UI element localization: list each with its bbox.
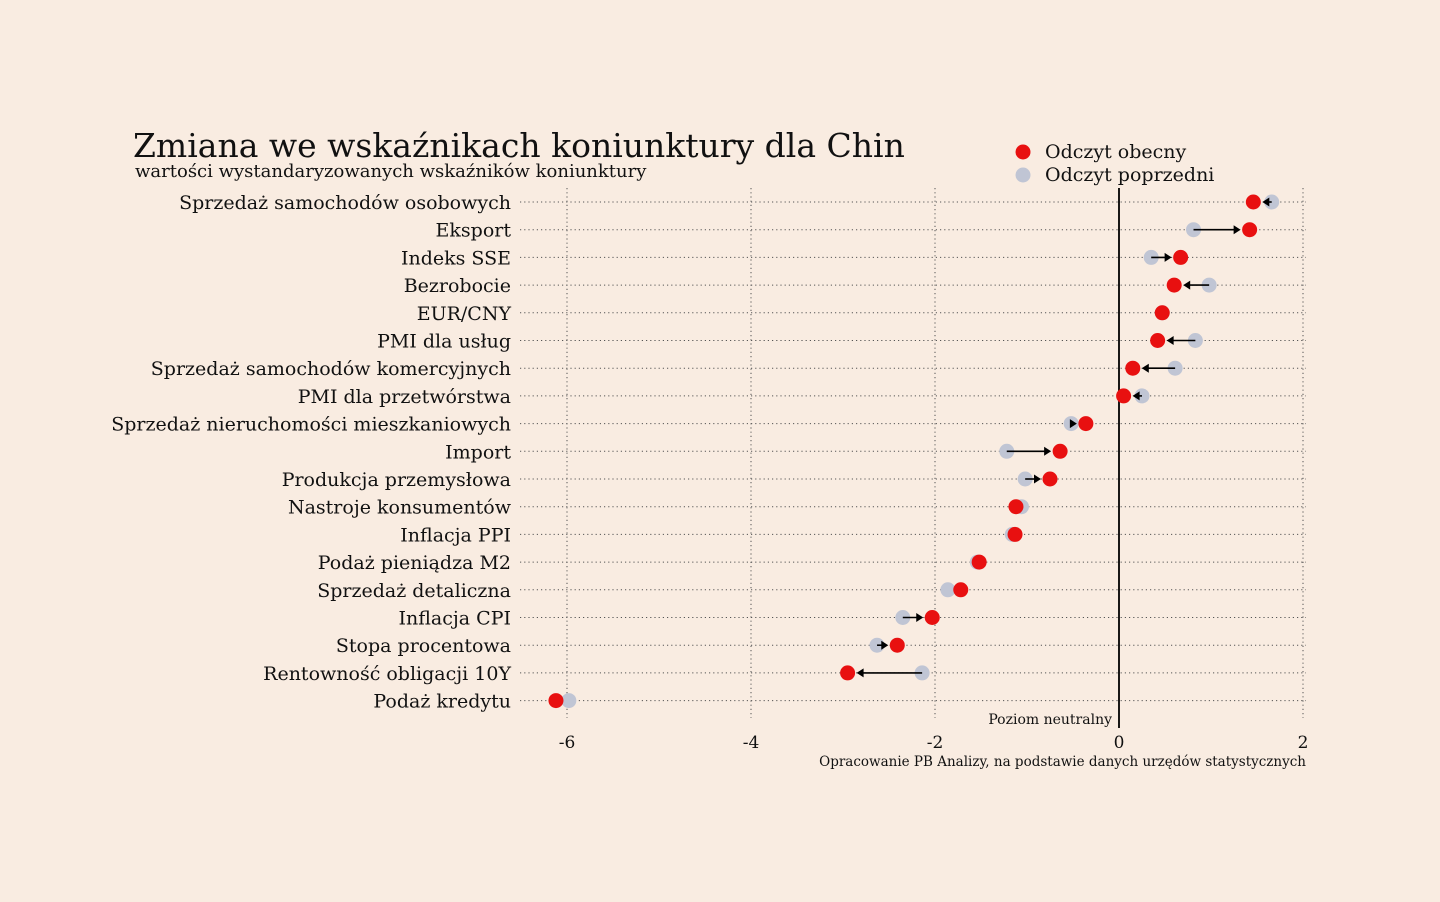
change-arrowhead: [916, 613, 924, 622]
category-label: Produkcja przemysłowa: [282, 469, 511, 491]
dumbbell-row: [869, 637, 905, 653]
x-tick-label: -2: [927, 733, 944, 753]
change-arrowhead: [1141, 363, 1149, 373]
dumbbell-row: [1150, 333, 1203, 348]
category-label: Rentowność obligacji 10Y: [263, 663, 511, 685]
category-label: Eksport: [436, 220, 512, 242]
current-point: [1173, 249, 1189, 265]
legend-label-previous: Odczyt poprzedni: [1045, 164, 1214, 186]
change-arrowhead: [1262, 197, 1270, 207]
category-label: EUR/CNY: [417, 303, 512, 325]
neutral-level-label: Poziom neutralny: [988, 712, 1112, 728]
dumbbell-row: [1143, 249, 1189, 265]
current-point: [1008, 499, 1024, 515]
dumbbell-row: [840, 665, 930, 681]
dumbbell-row: [548, 693, 577, 709]
current-point: [1116, 388, 1132, 404]
category-label: Inflacja CPI: [399, 608, 511, 630]
change-arrowhead: [1034, 474, 1041, 484]
category-label: Sprzedaż detaliczna: [317, 580, 511, 602]
x-tick-labels: -6 -4 -2 2 0: [559, 733, 1309, 753]
change-arrowhead: [1233, 225, 1241, 235]
source-note: Opracowanie PB Analizy, na podstawie dan…: [819, 754, 1306, 770]
dumbbell-row: [969, 554, 987, 570]
dumbbell-row: [999, 443, 1068, 459]
category-labels: Sprzedaż samochodów osobowych Eksport Inde…: [111, 192, 512, 713]
dumbbell-row: [1166, 277, 1217, 293]
change-arrowhead: [1044, 446, 1052, 456]
category-label: Sprzedaż nieruchomości mieszkaniowych: [111, 414, 511, 436]
current-point: [548, 693, 564, 709]
dumbbell-row: [1245, 194, 1280, 210]
change-arrowhead: [856, 668, 864, 678]
category-label: Inflacja PPI: [400, 524, 511, 546]
dumbbell-row: [1008, 499, 1029, 515]
category-label: Sprzedaż samochodów osobowych: [179, 192, 511, 214]
current-point: [924, 610, 940, 625]
category-label: PMI dla przetwórstwa: [298, 386, 511, 408]
dumbbell-row: [1154, 305, 1170, 321]
category-label: PMI dla usług: [377, 331, 511, 353]
category-label: Podaż pieniądza M2: [318, 552, 511, 574]
dumbbell-row: [1017, 471, 1058, 487]
category-label: Indeks SSE: [401, 247, 511, 269]
x-tick-label: 2: [1298, 733, 1309, 753]
x-tick-label: 0: [1114, 733, 1125, 753]
legend-label-current: Odczyt obecny: [1045, 141, 1187, 163]
previous-point: [940, 582, 956, 598]
current-point: [889, 637, 905, 653]
dumbbell-row: [1004, 526, 1023, 542]
dumbbell-row: [895, 610, 940, 625]
dumbbell-marks: [548, 194, 1280, 709]
previous-point: [561, 693, 577, 709]
category-label: Bezrobocie: [404, 275, 511, 297]
category-label: Sprzedaż samochodów komercyjnych: [151, 358, 511, 380]
dumbbell-row: [1063, 416, 1094, 432]
dumbbell-row: [1116, 388, 1150, 404]
current-point: [1052, 443, 1068, 459]
category-label: Stopa procentowa: [336, 635, 511, 657]
dumbbell-row: [1186, 222, 1258, 238]
grid: [520, 188, 1306, 728]
current-point: [1245, 194, 1261, 210]
current-point: [953, 582, 969, 598]
change-arrowhead: [1132, 391, 1140, 401]
change-arrowhead: [881, 640, 889, 650]
current-point: [1150, 333, 1166, 348]
current-point: [1154, 305, 1170, 321]
change-arrowhead: [1166, 336, 1174, 345]
legend-swatch-previous: [1015, 167, 1031, 183]
category-label: Podaż kredytu: [373, 691, 511, 713]
current-point: [840, 665, 856, 681]
legend-swatch-current: [1015, 144, 1031, 160]
current-point: [1042, 471, 1058, 487]
change-arrowhead: [1164, 252, 1172, 262]
current-point: [1242, 222, 1258, 238]
current-point: [1007, 526, 1023, 542]
dumbbell-row: [1125, 360, 1183, 376]
current-point: [1078, 416, 1094, 432]
category-label: Import: [445, 441, 511, 463]
legend: Odczyt obecny Odczyt poprzedni: [1015, 141, 1214, 186]
current-point: [971, 554, 987, 570]
change-arrowhead: [1183, 280, 1191, 290]
x-tick-label: -6: [559, 733, 576, 753]
x-tick-label: -4: [743, 733, 760, 753]
chart-subtitle: wartości wystandaryzowanych wskaźników k…: [135, 161, 647, 182]
current-point: [1125, 360, 1141, 376]
category-label: Nastroje konsumentów: [288, 497, 512, 519]
chart-title: Zmiana we wskaźnikach koniunktury dla Ch…: [133, 126, 905, 165]
current-point: [1166, 277, 1182, 293]
dumbbell-row: [940, 582, 969, 598]
change-arrowhead: [1069, 419, 1077, 429]
